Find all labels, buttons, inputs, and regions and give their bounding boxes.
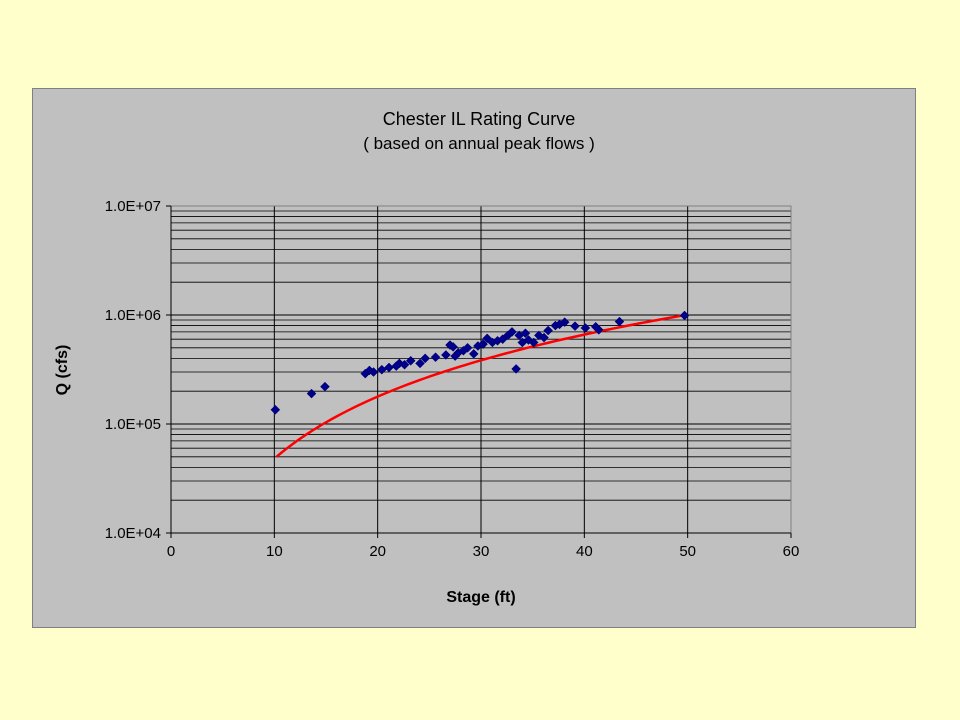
data-point bbox=[559, 317, 570, 327]
y-tick-label: 1.0E+06 bbox=[105, 307, 161, 324]
data-point bbox=[539, 332, 549, 343]
data-point bbox=[376, 364, 387, 375]
x-tick-label: 50 bbox=[679, 543, 696, 560]
chart-area: Chester IL Rating Curve ( based on annua… bbox=[32, 88, 916, 628]
data-point bbox=[580, 323, 591, 333]
x-tick-label: 20 bbox=[369, 543, 386, 560]
data-point bbox=[614, 316, 625, 327]
data-points-layer bbox=[270, 310, 690, 415]
data-point bbox=[441, 350, 451, 360]
y-tick-label: 1.0E+05 bbox=[105, 416, 161, 433]
x-tick-label: 40 bbox=[576, 543, 593, 560]
data-point bbox=[679, 310, 690, 321]
x-tick-label: 0 bbox=[167, 543, 175, 560]
data-point bbox=[478, 339, 488, 350]
x-tick-label: 30 bbox=[473, 543, 490, 560]
rating-curve-chart: Chester IL Rating Curve ( based on annua… bbox=[54, 109, 800, 606]
data-point bbox=[462, 342, 473, 353]
x-axis: 0 10 20 30 40 50 60 bbox=[167, 532, 800, 560]
data-point bbox=[399, 359, 410, 370]
data-point bbox=[528, 337, 539, 348]
data-point bbox=[405, 355, 416, 366]
data-point bbox=[368, 367, 379, 377]
data-point bbox=[306, 388, 317, 399]
y-tick-label: 1.0E+04 bbox=[105, 525, 161, 542]
x-tick-label: 10 bbox=[266, 543, 283, 560]
data-point bbox=[570, 321, 580, 332]
data-point bbox=[507, 327, 517, 337]
data-point bbox=[270, 404, 281, 415]
data-point bbox=[430, 352, 441, 363]
data-point bbox=[448, 342, 458, 352]
data-point bbox=[520, 328, 531, 339]
data-point bbox=[320, 381, 330, 392]
y-axis-title: Q (cfs) bbox=[54, 345, 71, 396]
x-axis-title: Stage (ft) bbox=[446, 589, 515, 606]
fit-curve-layer bbox=[275, 313, 685, 458]
chart-title: Chester IL Rating Curve bbox=[383, 109, 575, 129]
data-point bbox=[543, 325, 554, 336]
data-point bbox=[511, 364, 521, 374]
fit-curve-line bbox=[275, 313, 685, 458]
chart-subtitle: ( based on annual peak flows ) bbox=[363, 134, 595, 153]
data-point bbox=[593, 325, 604, 335]
y-tick-label: 1.0E+07 bbox=[105, 198, 161, 215]
data-point bbox=[415, 358, 425, 369]
data-point bbox=[468, 349, 479, 359]
y-axis: 1.0E+04 1.0E+05 1.0E+06 1.0E+07 bbox=[105, 198, 172, 542]
x-tick-label: 60 bbox=[783, 543, 800, 560]
data-point bbox=[420, 353, 431, 364]
